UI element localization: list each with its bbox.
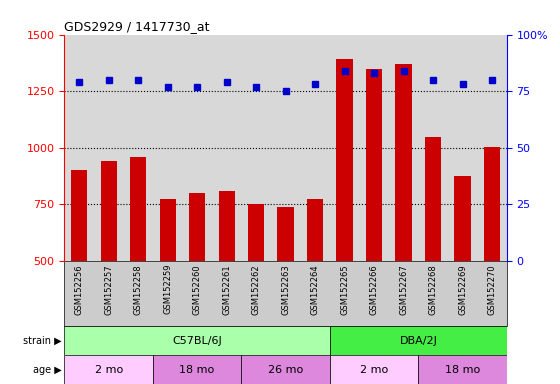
Text: C57BL/6J: C57BL/6J xyxy=(172,336,222,346)
Bar xyxy=(64,355,153,384)
Bar xyxy=(160,199,176,261)
Bar xyxy=(189,193,205,261)
Bar xyxy=(241,355,330,384)
Bar xyxy=(71,170,87,261)
Bar xyxy=(101,161,116,261)
Text: DBA/2J: DBA/2J xyxy=(399,336,437,346)
Text: age ▶: age ▶ xyxy=(33,364,62,375)
Text: GDS2929 / 1417730_at: GDS2929 / 1417730_at xyxy=(64,20,210,33)
Bar xyxy=(153,355,241,384)
Bar xyxy=(366,68,382,261)
Bar xyxy=(330,355,418,384)
Bar xyxy=(425,137,441,261)
Bar xyxy=(130,157,146,261)
Text: 2 mo: 2 mo xyxy=(360,364,388,375)
Bar xyxy=(337,60,353,261)
Bar xyxy=(278,207,293,261)
Bar xyxy=(418,355,507,384)
Bar xyxy=(395,64,412,261)
Text: 26 mo: 26 mo xyxy=(268,364,303,375)
Bar xyxy=(484,147,500,261)
Bar xyxy=(64,326,330,355)
Text: 18 mo: 18 mo xyxy=(180,364,214,375)
Text: 18 mo: 18 mo xyxy=(445,364,480,375)
Text: 2 mo: 2 mo xyxy=(95,364,123,375)
Text: strain ▶: strain ▶ xyxy=(23,336,62,346)
Bar xyxy=(330,326,507,355)
Bar xyxy=(218,191,235,261)
Bar xyxy=(455,176,470,261)
Bar xyxy=(307,199,323,261)
Bar xyxy=(248,205,264,261)
